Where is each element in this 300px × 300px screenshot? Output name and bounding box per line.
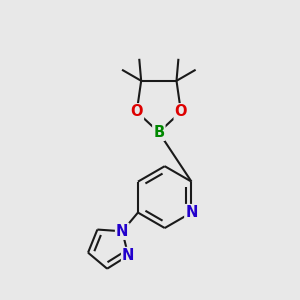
Text: O: O bbox=[175, 104, 187, 119]
Text: O: O bbox=[130, 104, 143, 119]
Text: N: N bbox=[116, 224, 128, 239]
Text: N: N bbox=[185, 205, 198, 220]
Text: N: N bbox=[122, 248, 134, 263]
Text: B: B bbox=[153, 125, 164, 140]
